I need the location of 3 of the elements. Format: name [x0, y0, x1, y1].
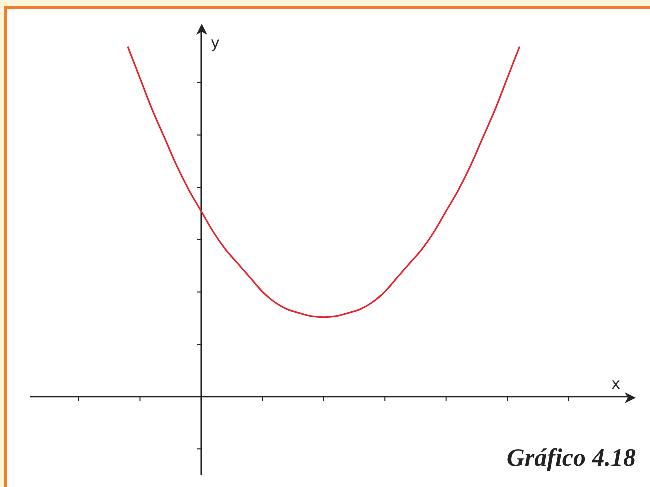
y-axis-title: y	[210, 34, 220, 52]
text: Gráfico 4.18	[506, 445, 636, 473]
x-axis-title: x	[612, 374, 621, 393]
